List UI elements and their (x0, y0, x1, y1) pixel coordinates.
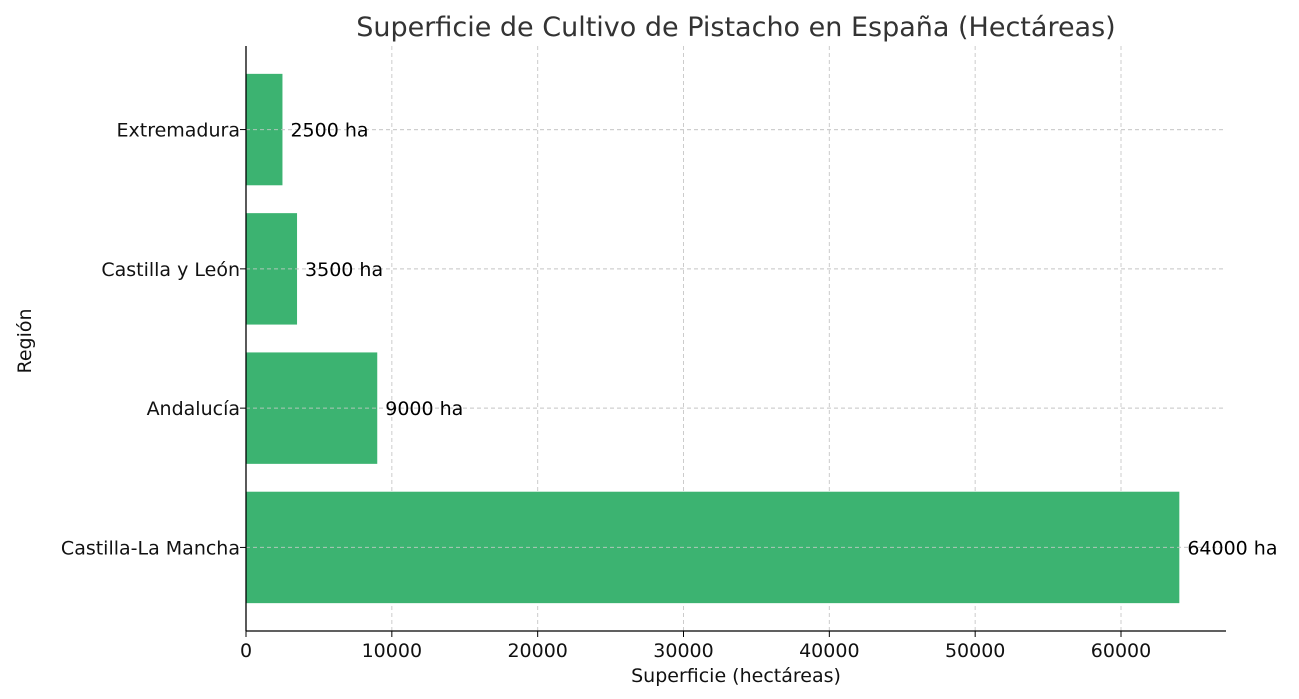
y-axis-label: Región (14, 308, 36, 373)
y-tick-label: Andalucía (147, 398, 240, 420)
x-tick-label: 50000 (945, 640, 1005, 662)
bars (246, 73, 1226, 604)
bar-value-label: 3500 ha (305, 259, 383, 281)
x-tick-label: 0 (240, 640, 252, 662)
x-tick-label: 20000 (507, 640, 567, 662)
y-tick-label: Castilla-La Mancha (61, 537, 240, 559)
x-tick-label: 30000 (653, 640, 713, 662)
y-tick-label: Castilla y León (101, 259, 240, 281)
bar-value-label: 9000 ha (385, 398, 463, 420)
chart-title: Superficie de Cultivo de Pistacho en Esp… (356, 12, 1115, 43)
ticks: 0 10000 20000 30000 40000 50000 60000 Castilla-… (61, 120, 1151, 662)
x-tick-label: 60000 (1091, 640, 1151, 662)
x-axis-label: Superficie (hectáreas) (631, 665, 841, 687)
y-tick-label: Extremadura (117, 120, 241, 142)
bar-value-label: 64000 ha (1187, 537, 1277, 559)
bar-value-label: 2500 ha (290, 120, 368, 142)
axes (245, 46, 1226, 632)
x-tick-label: 10000 (362, 640, 422, 662)
x-tick-label: 40000 (799, 640, 859, 662)
data-labels: 64000 ha 9000 ha 3500 ha 2500 ha (290, 120, 1277, 560)
